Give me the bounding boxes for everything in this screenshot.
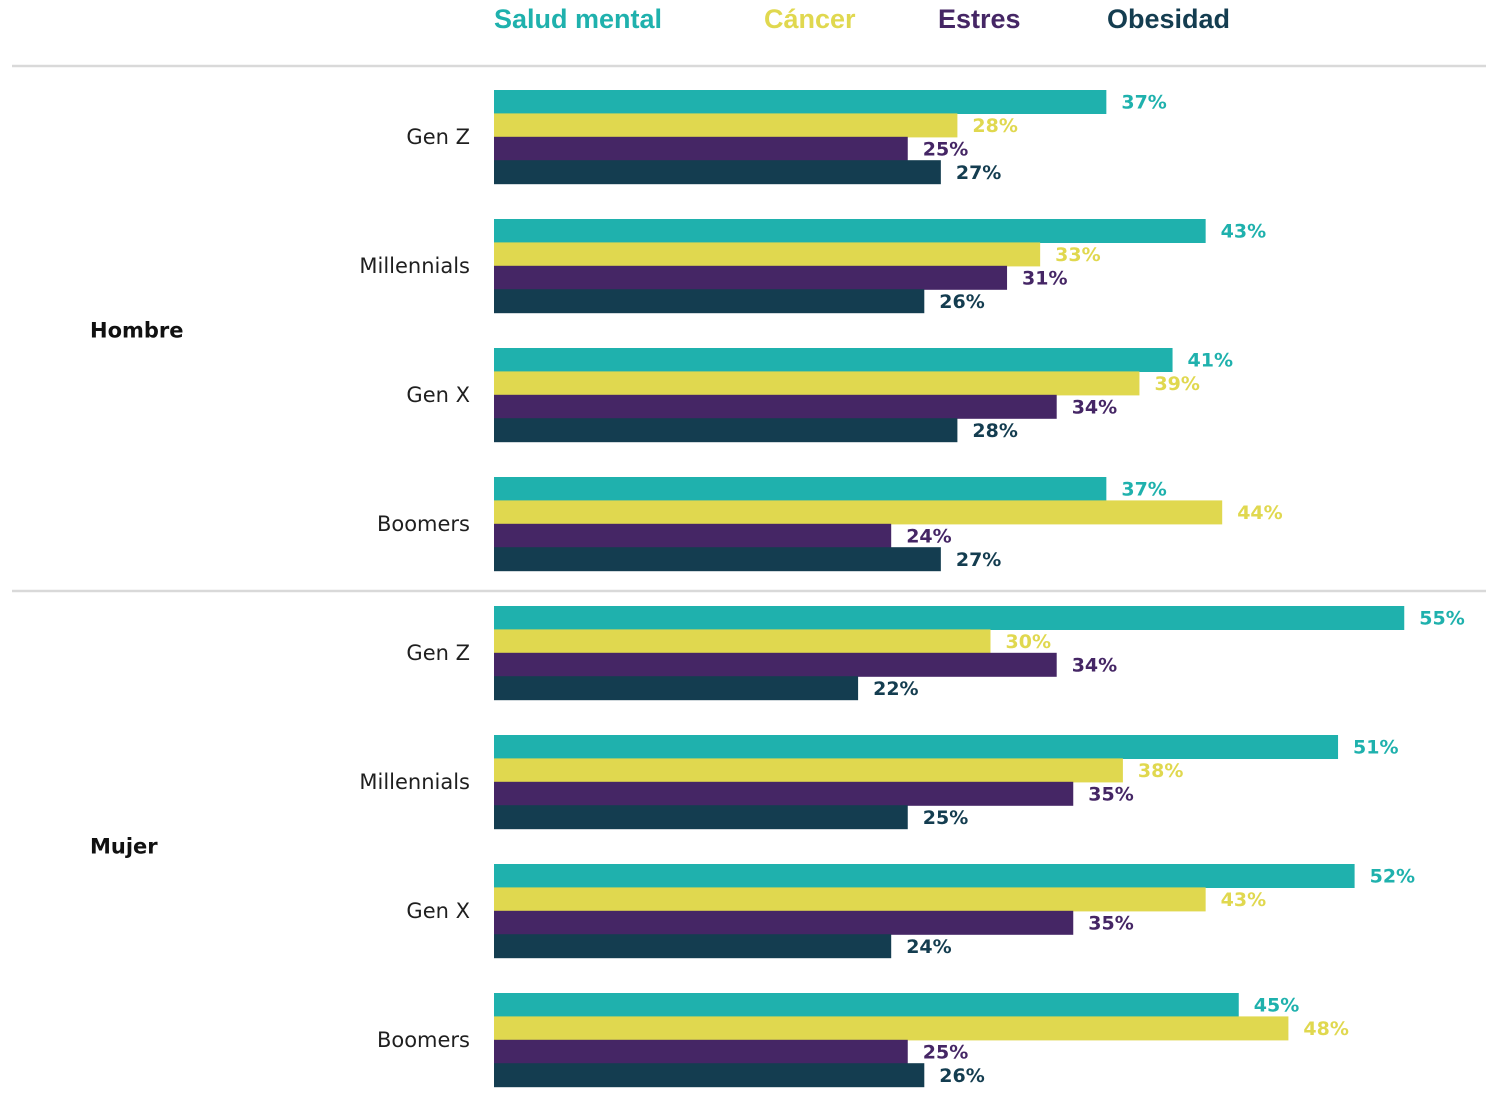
data-label: 26% bbox=[939, 1065, 984, 1087]
data-label: 39% bbox=[1154, 373, 1199, 395]
bar-hombre-millennials-1 bbox=[494, 242, 1041, 267]
bar-mujer-boomers-1 bbox=[494, 1016, 1289, 1041]
bar-mujer-gen-z-2 bbox=[494, 652, 1057, 677]
data-label: 37% bbox=[1121, 479, 1166, 501]
bar-mujer-boomers-2 bbox=[494, 1039, 908, 1064]
bar-mujer-gen-z-3 bbox=[494, 676, 859, 701]
data-label: 24% bbox=[906, 526, 951, 548]
category-label: Millennials bbox=[359, 254, 470, 278]
data-label: 33% bbox=[1055, 244, 1100, 266]
category-label: Gen X bbox=[406, 383, 470, 407]
data-label: 22% bbox=[873, 678, 918, 700]
bar-hombre-millennials-2 bbox=[494, 265, 1008, 290]
bar-mujer-millennials-3 bbox=[494, 805, 908, 830]
bar-mujer-gen-z-0 bbox=[494, 606, 1405, 630]
bar-hombre-gen-x-3 bbox=[494, 418, 958, 443]
data-label: 31% bbox=[1022, 268, 1067, 290]
data-label: 44% bbox=[1237, 502, 1282, 524]
bar-hombre-gen-z-1 bbox=[494, 113, 958, 138]
bar-hombre-boomers-0 bbox=[494, 477, 1107, 501]
data-label: 27% bbox=[956, 162, 1001, 184]
data-label: 37% bbox=[1121, 92, 1166, 114]
data-label: 43% bbox=[1221, 221, 1266, 243]
bar-mujer-gen-x-2 bbox=[494, 910, 1074, 935]
bar-hombre-gen-x-0 bbox=[494, 348, 1173, 372]
bar-hombre-millennials-0 bbox=[494, 219, 1206, 243]
data-label: 35% bbox=[1088, 784, 1133, 806]
data-label: 43% bbox=[1221, 889, 1266, 911]
data-label: 28% bbox=[972, 115, 1017, 137]
data-label: 45% bbox=[1254, 995, 1299, 1017]
data-label: 35% bbox=[1088, 913, 1133, 935]
data-label: 25% bbox=[923, 139, 968, 161]
category-label: Gen X bbox=[406, 899, 470, 923]
bar-mujer-millennials-2 bbox=[494, 781, 1074, 806]
data-label: 26% bbox=[939, 291, 984, 313]
data-label: 48% bbox=[1303, 1018, 1348, 1040]
data-label: 24% bbox=[906, 936, 951, 958]
data-label: 51% bbox=[1353, 737, 1398, 759]
legend-entry-estres: Estres bbox=[938, 4, 1021, 34]
group-label-hombre: Hombre bbox=[90, 318, 184, 342]
data-label: 34% bbox=[1072, 397, 1117, 419]
bar-hombre-gen-x-1 bbox=[494, 371, 1140, 396]
bar-hombre-boomers-2 bbox=[494, 523, 892, 548]
bar-hombre-boomers-1 bbox=[494, 500, 1223, 525]
data-label: 41% bbox=[1188, 350, 1233, 372]
group-label-mujer: Mujer bbox=[90, 834, 158, 858]
bar-mujer-millennials-1 bbox=[494, 758, 1123, 783]
bar-hombre-gen-z-2 bbox=[494, 136, 908, 161]
bar-hombre-boomers-3 bbox=[494, 547, 941, 572]
data-label: 38% bbox=[1138, 760, 1183, 782]
bar-mujer-gen-z-1 bbox=[494, 629, 991, 654]
category-label: Gen Z bbox=[406, 641, 470, 665]
data-label: 30% bbox=[1006, 631, 1051, 653]
category-label: Boomers bbox=[377, 1028, 470, 1052]
bar-mujer-gen-x-3 bbox=[494, 934, 892, 959]
bar-mujer-boomers-0 bbox=[494, 993, 1239, 1017]
bar-mujer-gen-x-1 bbox=[494, 887, 1206, 912]
legend-entry-c-ncer: Cáncer bbox=[764, 4, 856, 34]
bar-hombre-gen-x-2 bbox=[494, 394, 1057, 419]
data-label: 52% bbox=[1370, 866, 1415, 888]
data-label: 55% bbox=[1419, 608, 1464, 630]
data-label: 25% bbox=[923, 807, 968, 829]
bar-mujer-boomers-3 bbox=[494, 1063, 925, 1088]
bar-mujer-millennials-0 bbox=[494, 735, 1339, 759]
legend-entry-salud-mental: Salud mental bbox=[494, 4, 662, 34]
category-label: Gen Z bbox=[406, 125, 470, 149]
data-label: 25% bbox=[923, 1042, 968, 1064]
data-label: 34% bbox=[1072, 655, 1117, 677]
bar-hombre-gen-z-0 bbox=[494, 90, 1107, 114]
data-label: 28% bbox=[972, 420, 1017, 442]
bar-mujer-gen-x-0 bbox=[494, 864, 1355, 888]
bar-hombre-gen-z-3 bbox=[494, 160, 941, 185]
legend-entry-obesidad: Obesidad bbox=[1107, 4, 1230, 34]
data-label: 27% bbox=[956, 549, 1001, 571]
category-label: Millennials bbox=[359, 770, 470, 794]
bar-hombre-millennials-3 bbox=[494, 289, 925, 314]
category-label: Boomers bbox=[377, 512, 470, 536]
